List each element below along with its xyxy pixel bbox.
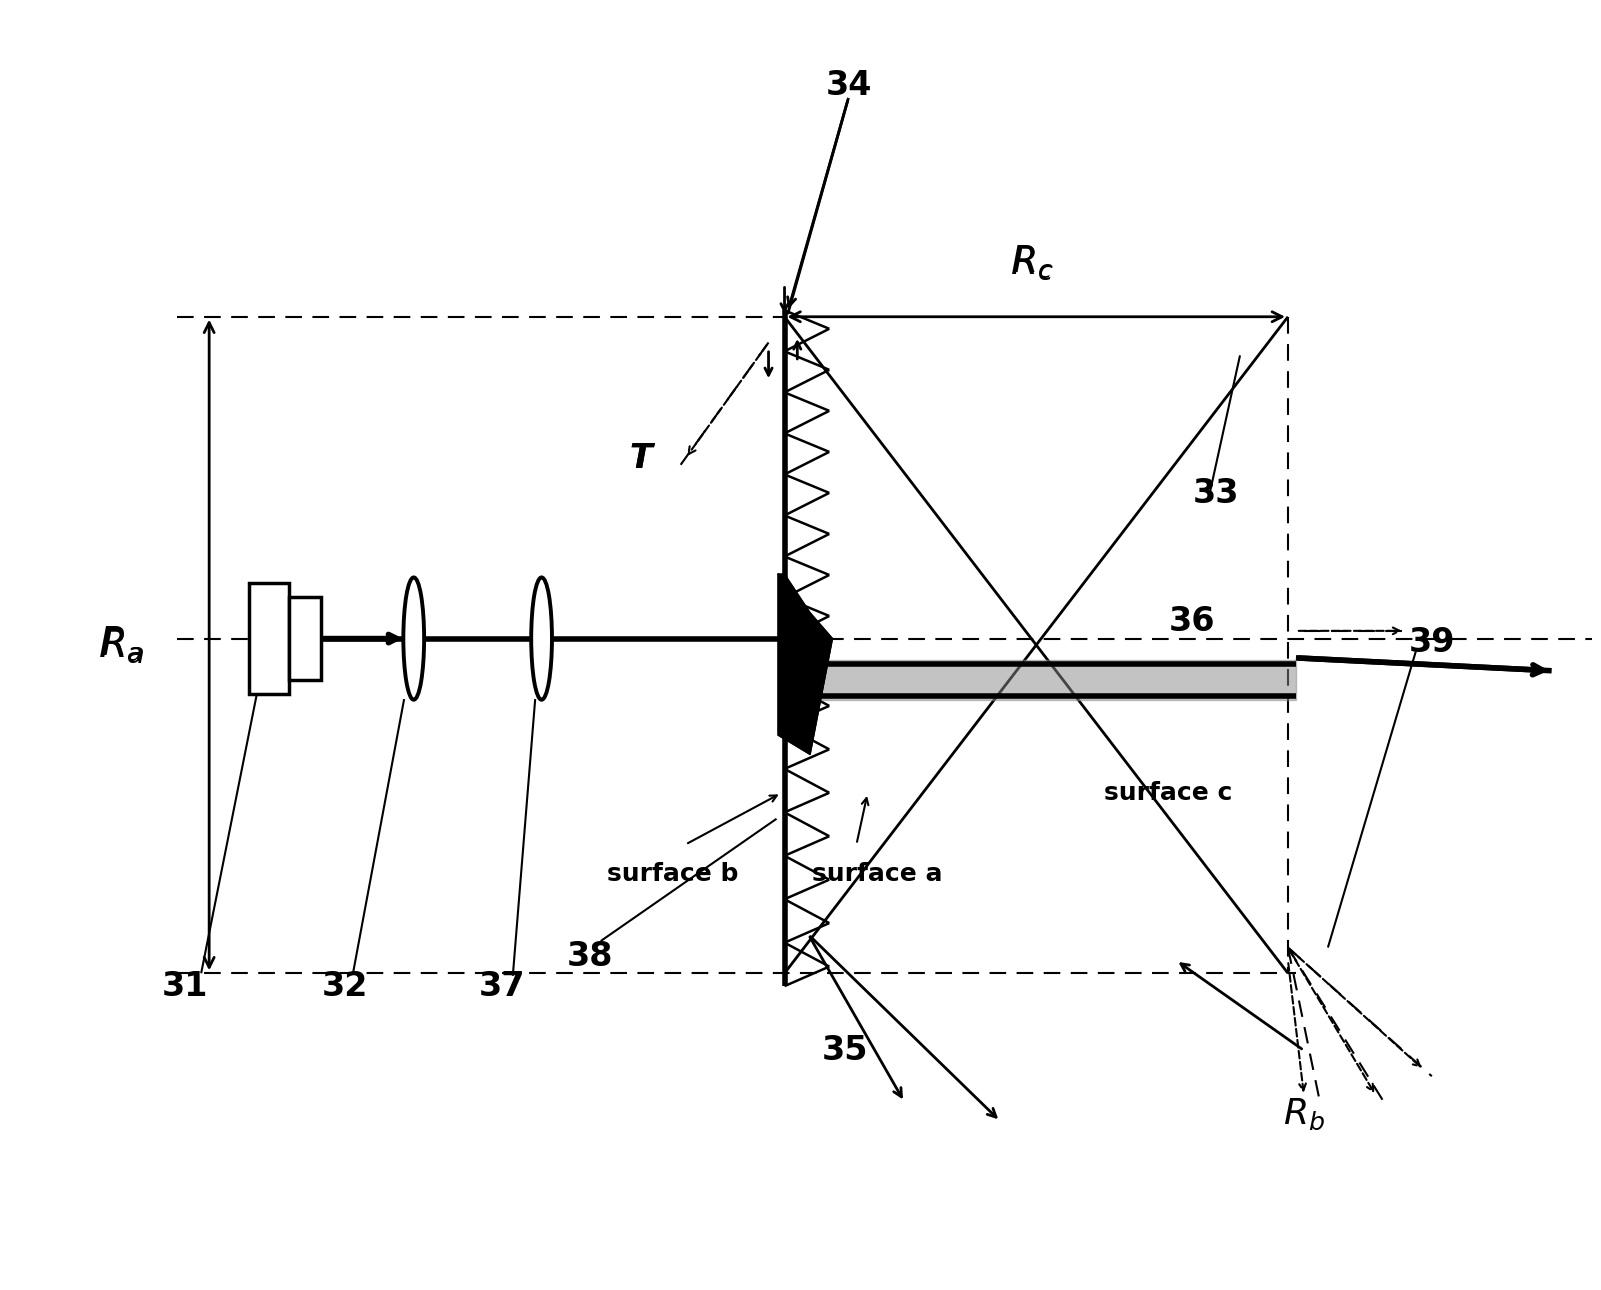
Text: 37: 37 <box>479 970 525 1002</box>
Text: surface c: surface c <box>1105 780 1233 805</box>
Text: 34: 34 <box>825 68 871 102</box>
Text: 39: 39 <box>1409 626 1455 659</box>
Text: surface a: surface a <box>812 862 943 886</box>
Bar <box>290 597 322 680</box>
Text: $R_c$: $R_c$ <box>1012 245 1052 280</box>
Text: 32: 32 <box>322 970 368 1002</box>
Text: $R_c$: $R_c$ <box>1010 244 1053 283</box>
Ellipse shape <box>403 578 424 699</box>
Text: $R_a$: $R_a$ <box>98 624 144 666</box>
Bar <box>250 583 290 694</box>
Text: 35: 35 <box>821 1035 868 1067</box>
Polygon shape <box>778 574 833 755</box>
Text: $R_b$: $R_b$ <box>1282 1098 1326 1133</box>
Text: 31: 31 <box>162 970 208 1002</box>
Text: $R_a$: $R_a$ <box>101 627 142 663</box>
Text: 33: 33 <box>1193 476 1239 510</box>
Polygon shape <box>820 660 1295 700</box>
Ellipse shape <box>532 578 552 699</box>
Text: T: T <box>629 442 652 475</box>
Text: T: T <box>629 442 652 475</box>
Text: surface b: surface b <box>607 862 738 886</box>
Text: 38: 38 <box>567 940 613 973</box>
Text: 36: 36 <box>1169 605 1215 639</box>
